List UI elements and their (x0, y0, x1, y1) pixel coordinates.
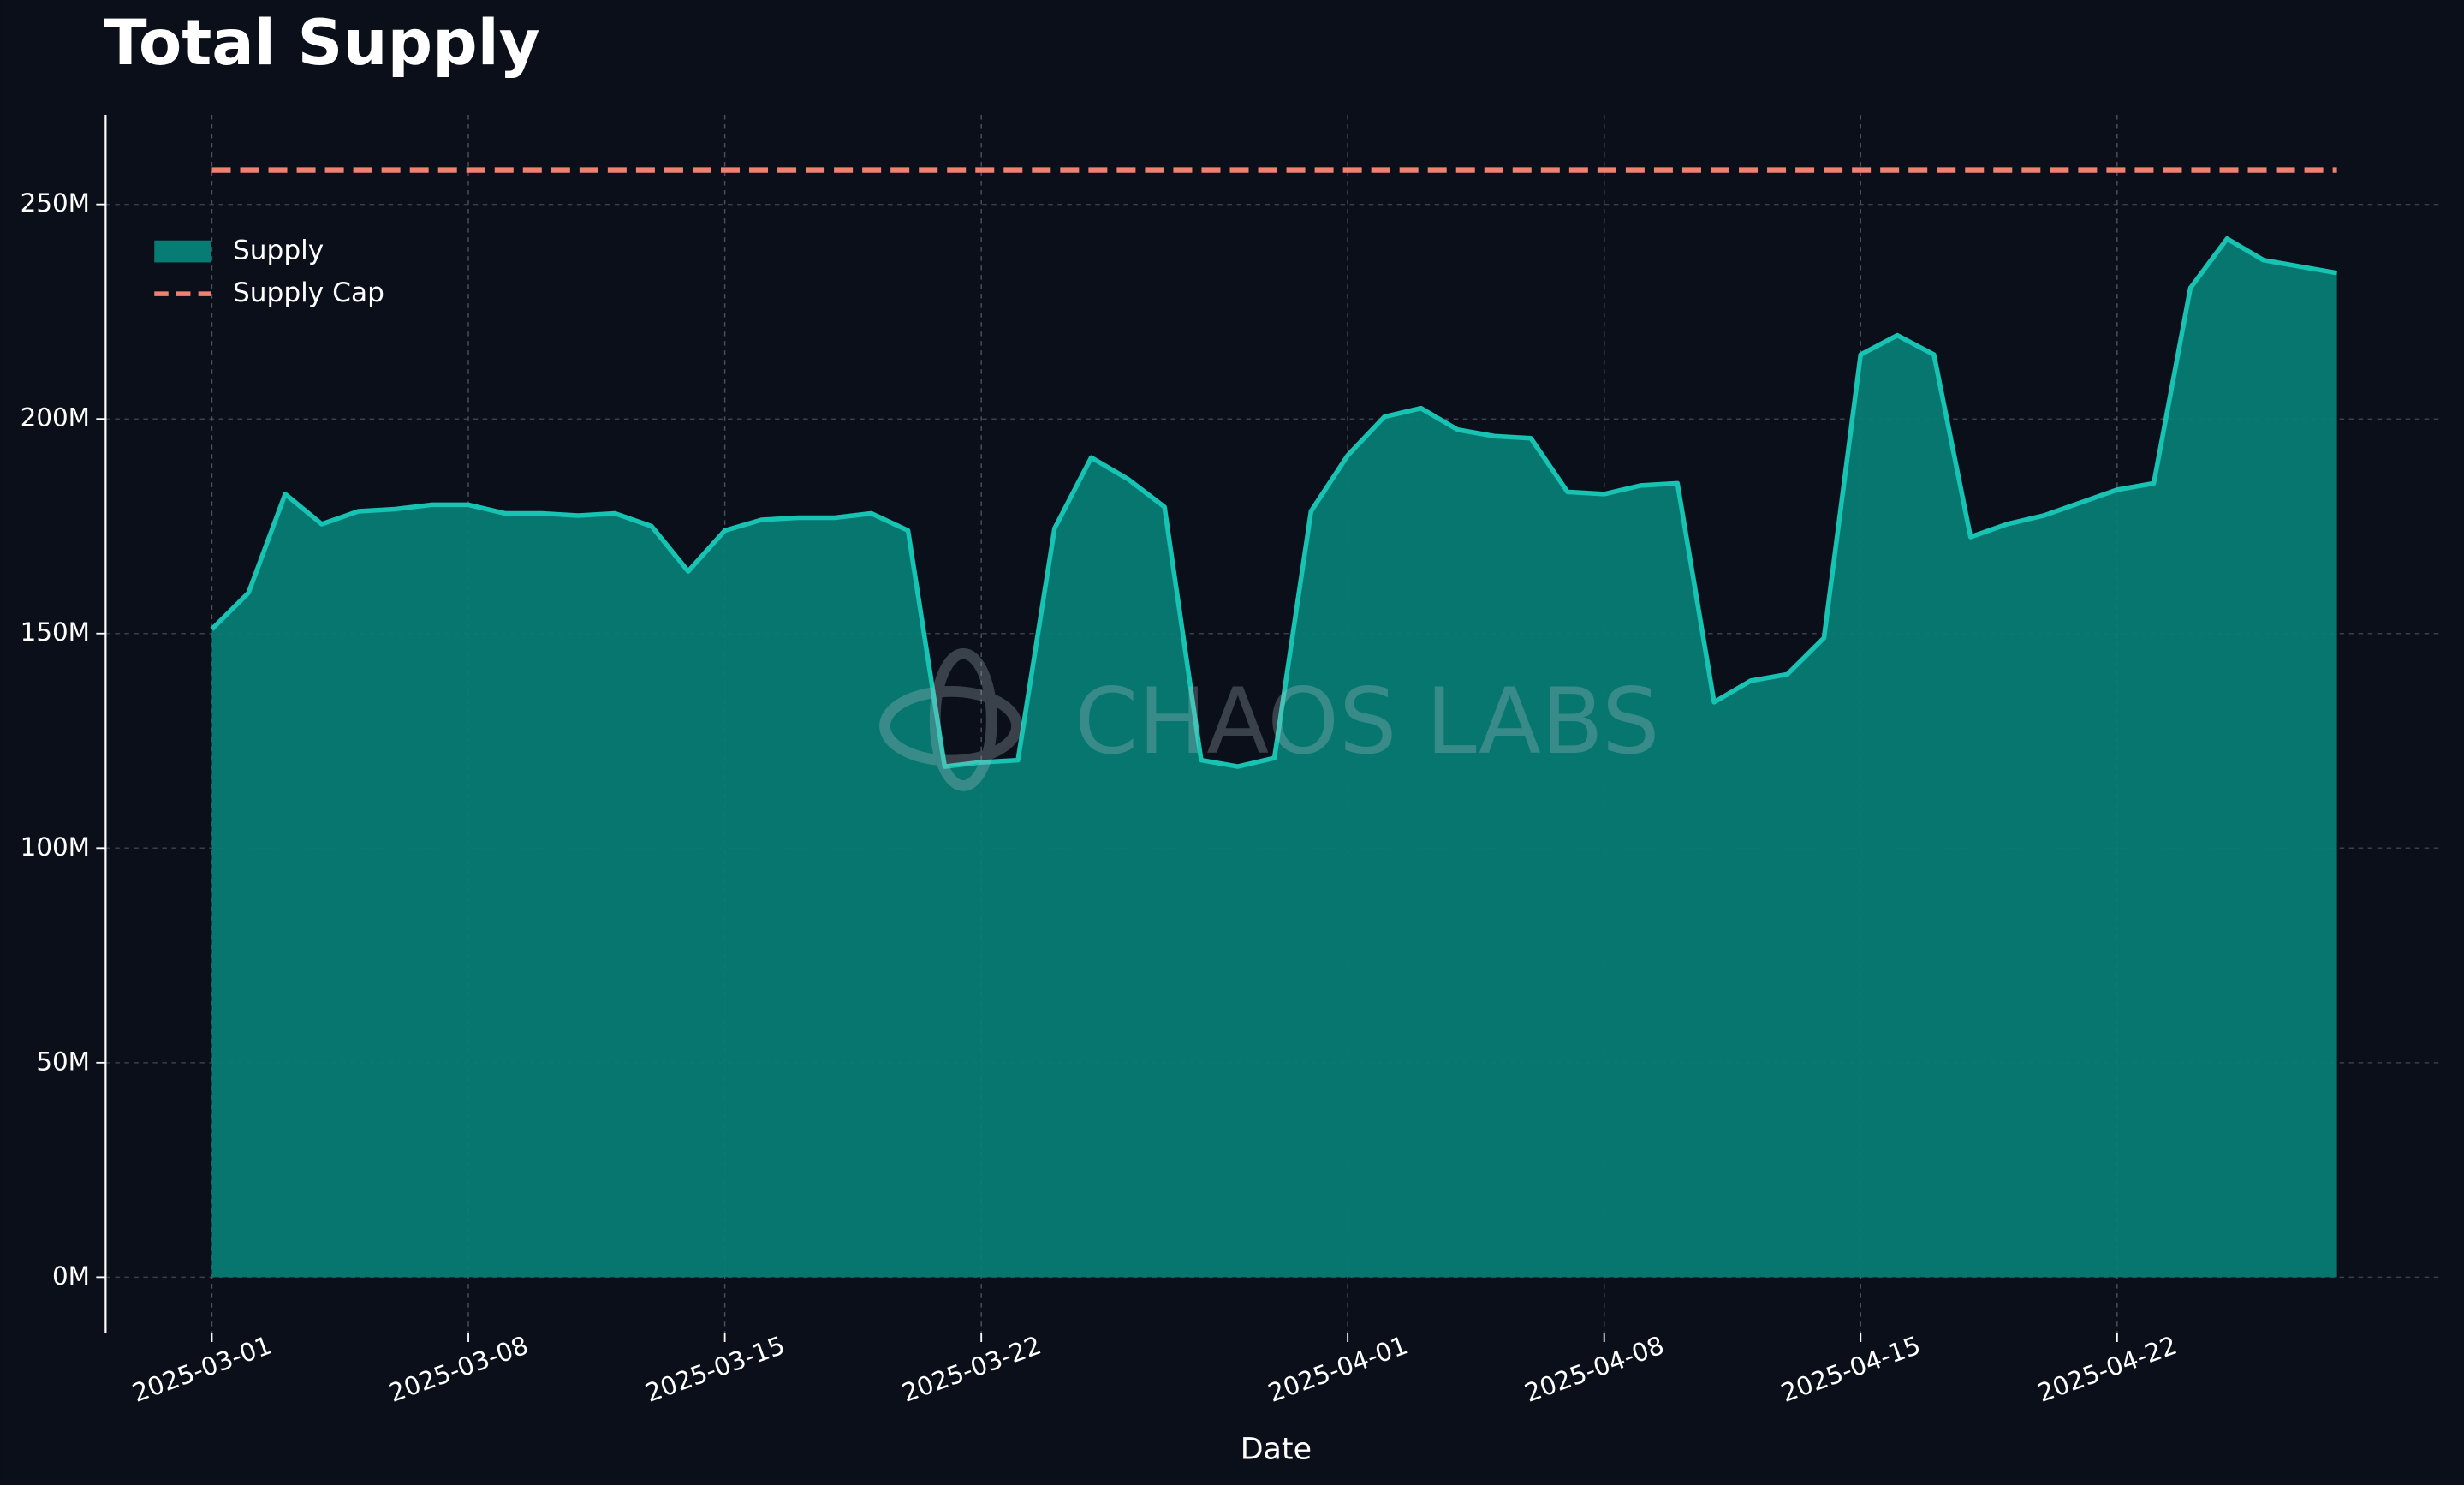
supply-line (210, 236, 2338, 769)
y-tick-label: 50M (36, 1047, 90, 1076)
y-tick-label: 100M (21, 832, 90, 862)
y-tick-label: 0M (52, 1261, 90, 1291)
legend: Supply Supply Cap (154, 236, 384, 308)
x-axis-title: Date (1241, 1433, 1312, 1467)
plot-area (210, 167, 2338, 1278)
watermark: CHAOS LABS (1074, 669, 1660, 775)
chart-title: Total Supply (104, 7, 540, 80)
y-tick-label: 150M (21, 617, 90, 647)
legend-label: Supply (233, 236, 324, 266)
legend-swatch (154, 240, 211, 263)
watermark-logo (879, 647, 1023, 791)
y-tick-label: 250M (21, 188, 90, 218)
y-tick-label: 200M (21, 403, 90, 432)
legend-label: Supply Cap (233, 277, 384, 308)
